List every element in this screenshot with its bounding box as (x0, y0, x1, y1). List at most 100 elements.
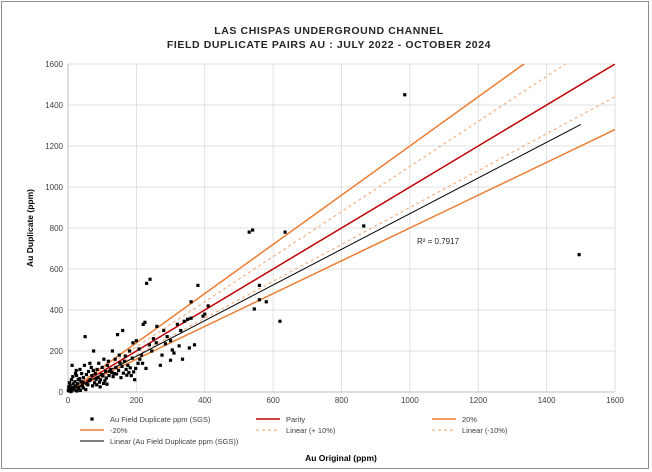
data-point (87, 379, 91, 383)
y-axis-title: Au Duplicate (ppm) (25, 189, 35, 267)
chart-title: LAS CHISPAS UNDERGROUND CHANNEL FIELD DU… (167, 25, 491, 51)
data-point (110, 370, 114, 375)
data-point (175, 322, 179, 326)
data-point (96, 376, 100, 380)
data-point (148, 277, 152, 281)
legend-label: Parity (286, 415, 305, 424)
reference-lines (68, 64, 615, 392)
data-point (110, 349, 115, 353)
data-point (283, 230, 287, 234)
data-point (154, 341, 158, 345)
data-point (114, 372, 119, 376)
data-point (162, 328, 166, 333)
data-point (81, 376, 85, 380)
data-point (97, 380, 102, 384)
data-point (150, 349, 154, 353)
data-point (112, 371, 116, 376)
data-point (73, 380, 77, 384)
legend-label: Linear (Au Field Duplicate ppm (SGS)) (110, 437, 239, 446)
data-point (78, 377, 82, 381)
data-point (251, 228, 255, 232)
data-point (104, 369, 108, 374)
line-20 (68, 64, 526, 392)
data-point (134, 366, 138, 371)
y-tick-label: 1200 (45, 142, 63, 151)
data-point (91, 384, 95, 388)
data-point (203, 312, 207, 316)
data-point (145, 281, 149, 285)
data-point (82, 363, 87, 367)
data-point (73, 384, 78, 388)
data-point (257, 298, 262, 302)
data-point (131, 341, 135, 345)
line-linear-au-field-duplicate-ppm-sgs (68, 124, 582, 392)
data-point (78, 388, 82, 392)
x-tick-label: 1400 (538, 396, 556, 405)
data-point (206, 304, 210, 308)
data-point (72, 388, 76, 392)
data-point (132, 370, 136, 374)
data-point (201, 314, 205, 318)
data-point (136, 361, 140, 365)
data-point (129, 374, 133, 378)
data-point (170, 348, 174, 352)
line-parity (68, 64, 615, 392)
data-point (94, 377, 98, 381)
data-point (91, 368, 95, 373)
data-point (98, 378, 103, 382)
data-point (403, 93, 407, 97)
y-tick-label: 200 (50, 347, 64, 356)
data-point (95, 367, 99, 372)
data-point (125, 373, 129, 377)
data-point (155, 324, 159, 328)
data-point (160, 353, 164, 357)
x-tick-label: 800 (335, 396, 349, 405)
data-point (139, 353, 144, 357)
data-point (257, 283, 262, 287)
x-tick-label: 0 (66, 396, 71, 405)
data-point (105, 382, 109, 386)
y-tick-label: 1600 (45, 60, 63, 69)
data-point (74, 368, 78, 373)
data-point (577, 253, 581, 257)
data-point (101, 374, 105, 378)
data-point (114, 365, 118, 369)
data-point (151, 337, 156, 341)
r-squared-annotation: R² = 0.7917 (417, 237, 460, 246)
data-point (121, 371, 125, 375)
data-point (67, 381, 71, 385)
data-point (108, 369, 112, 373)
data-points (66, 93, 581, 394)
data-point (252, 307, 256, 311)
data-point (84, 387, 88, 392)
y-tick-label: 800 (50, 224, 64, 233)
data-point (97, 361, 101, 365)
data-point (69, 378, 74, 382)
axes (67, 64, 615, 393)
data-point (179, 328, 183, 333)
data-point (278, 319, 282, 323)
data-point (81, 380, 85, 384)
data-point (172, 351, 176, 355)
line-linear-10 (68, 96, 615, 392)
data-point (264, 300, 268, 304)
legend: Au Field Duplicate ppm (SGS) Parity 20% -20… (80, 415, 508, 446)
data-point (121, 328, 125, 333)
data-point (120, 364, 124, 368)
data-point (89, 365, 93, 369)
data-point (126, 363, 130, 367)
data-point (88, 361, 92, 365)
data-point (187, 346, 191, 350)
data-point (100, 365, 104, 369)
legend-marker (90, 417, 94, 421)
data-point (116, 368, 121, 373)
line-20 (68, 128, 615, 392)
data-point (141, 322, 145, 326)
data-point (138, 357, 142, 361)
y-tick-label: 1000 (45, 183, 63, 192)
data-point (189, 316, 193, 320)
data-point (107, 374, 111, 378)
data-point (192, 343, 197, 347)
data-point (168, 358, 173, 362)
data-point (78, 367, 82, 372)
